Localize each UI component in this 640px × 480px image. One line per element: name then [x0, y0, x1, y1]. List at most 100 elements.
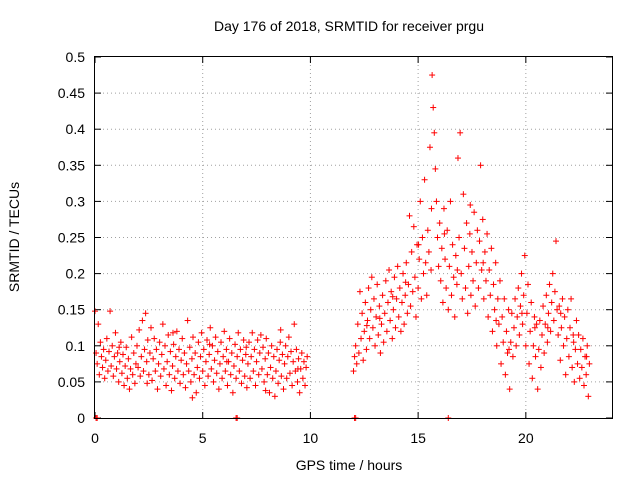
- data-point: [271, 393, 278, 400]
- data-point: [445, 306, 452, 313]
- data-point: [229, 389, 236, 396]
- data-point: [350, 368, 357, 375]
- data-point: [184, 317, 191, 324]
- data-point: [207, 324, 214, 331]
- data-point: [518, 270, 525, 277]
- data-point: [431, 129, 438, 136]
- data-point: [383, 328, 390, 335]
- data-point: [576, 375, 583, 382]
- data-point: [551, 288, 558, 295]
- data-point: [255, 371, 262, 378]
- data-point: [143, 358, 150, 365]
- data-point: [522, 342, 529, 349]
- plot-frame: [94, 56, 613, 419]
- data-point: [412, 313, 419, 320]
- data-point: [452, 252, 459, 259]
- data-point: [376, 303, 383, 310]
- data-point: [501, 295, 508, 302]
- data-point: [394, 263, 401, 270]
- data-point: [199, 368, 206, 375]
- data-point: [243, 344, 250, 351]
- y-axis-title: SRMTID / TECUs: [6, 182, 22, 292]
- data-point: [516, 331, 523, 338]
- x-axis-title: GPS time / hours: [296, 457, 403, 473]
- y-tick-label: 0.05: [58, 374, 85, 390]
- data-point: [150, 355, 157, 362]
- data-point: [156, 339, 163, 346]
- data-point: [544, 324, 551, 331]
- data-point: [419, 234, 426, 241]
- data-point: [93, 350, 100, 357]
- data-point: [291, 321, 298, 328]
- data-point: [381, 310, 388, 317]
- data-point: [402, 292, 409, 299]
- data-point: [179, 335, 186, 342]
- data-point: [549, 270, 556, 277]
- data-point: [146, 350, 153, 357]
- data-point: [148, 324, 155, 331]
- data-point: [502, 371, 509, 378]
- data-point: [124, 375, 131, 382]
- data-point: [218, 339, 225, 346]
- data-point: [442, 256, 449, 263]
- data-point: [188, 355, 195, 362]
- data-point: [125, 355, 132, 362]
- data-point: [355, 350, 362, 357]
- data-point: [435, 263, 442, 270]
- data-point: [104, 368, 111, 375]
- data-point: [166, 371, 173, 378]
- data-point: [428, 205, 435, 212]
- data-point: [176, 346, 183, 353]
- data-point: [535, 346, 542, 353]
- data-point: [543, 292, 550, 299]
- data-point: [505, 306, 512, 313]
- data-point: [470, 277, 477, 284]
- data-point: [158, 351, 165, 358]
- data-point: [237, 346, 244, 353]
- data-point: [583, 353, 590, 360]
- x-tick-label: 20: [518, 430, 534, 446]
- data-point: [302, 382, 309, 389]
- data-point: [248, 353, 255, 360]
- data-point: [428, 266, 435, 273]
- data-point: [239, 357, 246, 364]
- y-tick-label: 0.4: [66, 121, 86, 137]
- data-point: [360, 357, 367, 364]
- data-point: [384, 299, 391, 306]
- data-point: [457, 129, 464, 136]
- data-point: [496, 277, 503, 284]
- data-point: [140, 368, 147, 375]
- data-point: [480, 295, 487, 302]
- data-point: [94, 360, 101, 367]
- data-point: [160, 365, 167, 372]
- data-point: [398, 299, 405, 306]
- data-point: [192, 350, 199, 357]
- data-point: [537, 364, 544, 371]
- data-point: [282, 342, 289, 349]
- data-point: [480, 259, 487, 266]
- data-point: [283, 375, 290, 382]
- data-point: [429, 72, 436, 79]
- data-point: [386, 266, 393, 273]
- data-point: [193, 389, 200, 396]
- data-point: [559, 295, 566, 302]
- data-point: [280, 386, 287, 393]
- data-point: [370, 295, 377, 302]
- data-point: [446, 263, 453, 270]
- data-point: [584, 342, 591, 349]
- data-point: [202, 358, 209, 365]
- data-point: [377, 350, 384, 357]
- data-point: [126, 386, 133, 393]
- data-point: [423, 292, 430, 299]
- data-point: [242, 351, 249, 358]
- data-point: [185, 368, 192, 375]
- data-point: [246, 339, 253, 346]
- data-point: [240, 337, 247, 344]
- data-point: [453, 281, 460, 288]
- data-point: [264, 371, 271, 378]
- data-point: [149, 377, 156, 384]
- data-point: [128, 334, 135, 341]
- data-point: [258, 365, 265, 372]
- data-point: [362, 299, 369, 306]
- data-point: [296, 389, 303, 396]
